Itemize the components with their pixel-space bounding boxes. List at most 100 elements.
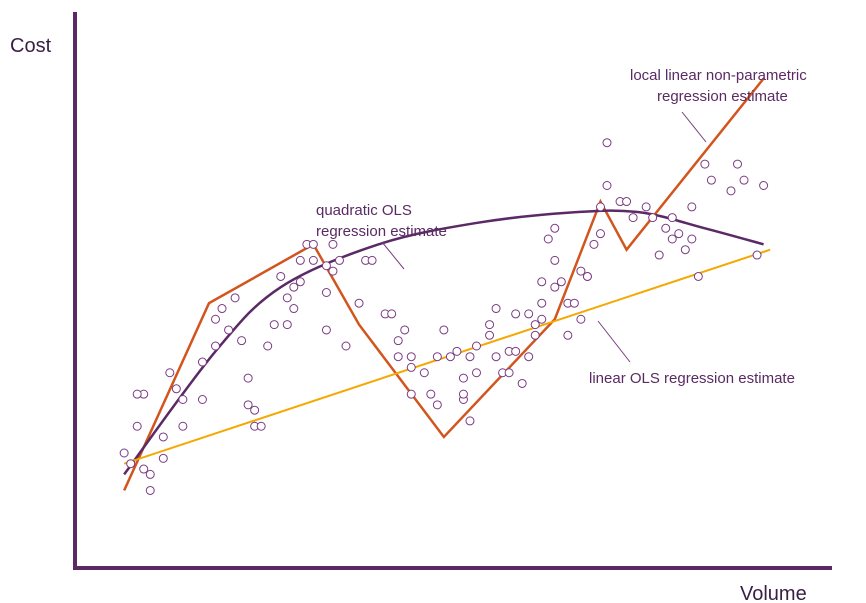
scatter-point xyxy=(530,320,540,330)
scatter-point xyxy=(341,341,351,351)
scatter-point xyxy=(139,464,149,474)
scatter-point xyxy=(537,314,547,324)
series-layer xyxy=(123,77,771,491)
scatter-point xyxy=(491,352,501,362)
scatter-point xyxy=(472,368,481,378)
scatter-point xyxy=(178,421,188,431)
scatter-point xyxy=(132,389,142,399)
scatter-point xyxy=(654,250,664,260)
scatter-point xyxy=(537,298,547,308)
scatter-point xyxy=(550,282,560,292)
annotation-local-linear-pointer xyxy=(681,111,707,143)
scatter-point xyxy=(387,309,397,319)
quadratic-regression-curve xyxy=(123,209,764,476)
scatter-point xyxy=(432,352,442,362)
scatter-point xyxy=(132,421,142,431)
scatter-point xyxy=(367,255,377,265)
local-linear-regression-line xyxy=(123,77,765,491)
scatter-point xyxy=(595,202,605,212)
scatter-point xyxy=(295,255,305,265)
annotation-quadratic-line1: quadratic OLS xyxy=(316,202,412,219)
scatter-point xyxy=(406,389,416,399)
scatter-point xyxy=(452,346,462,356)
scatter-point xyxy=(250,405,260,415)
scatter-point xyxy=(308,239,318,249)
scatter-point xyxy=(119,448,129,458)
scatter-point xyxy=(126,459,136,469)
scatter-point xyxy=(211,341,220,351)
annotation-local-linear-line1: local linear non-parametric xyxy=(630,67,807,84)
scatter-point xyxy=(393,352,403,362)
scatter-point xyxy=(158,432,168,442)
annotations: local linear non-parametric regression e… xyxy=(316,67,807,387)
scatter-point xyxy=(628,213,638,223)
scatter-point xyxy=(550,223,560,233)
scatter-point xyxy=(667,213,677,223)
scatter-point xyxy=(680,245,690,255)
scatter-point xyxy=(524,309,534,319)
scatter-point xyxy=(178,395,188,404)
scatter-point xyxy=(197,357,207,367)
scatter-point xyxy=(445,352,455,362)
scatter-point xyxy=(211,314,220,324)
scatter-point xyxy=(458,373,468,383)
scatter-point xyxy=(465,416,475,426)
scatter-point xyxy=(406,362,416,372)
scatter-point xyxy=(687,202,697,212)
scatter-point xyxy=(641,202,651,212)
scatter-point xyxy=(419,368,429,378)
scatter-point xyxy=(321,325,331,335)
scatter-point xyxy=(400,325,410,335)
scatter-point xyxy=(582,271,592,281)
scatter-point xyxy=(465,352,475,362)
scatter-points xyxy=(119,138,769,495)
scatter-point xyxy=(406,352,416,362)
scatter-point xyxy=(576,266,586,276)
scatter-point xyxy=(243,373,253,383)
scatter-point xyxy=(282,320,292,330)
scatter-point xyxy=(243,400,253,410)
scatter-point xyxy=(602,181,612,190)
scatter-point xyxy=(217,304,227,314)
scatter-point xyxy=(328,266,338,276)
scatter-point xyxy=(328,239,338,249)
annotation-linear-pointer xyxy=(597,320,631,363)
scatter-point xyxy=(687,234,697,244)
annotation-linear: linear OLS regression estimate xyxy=(589,370,795,387)
scatter-point xyxy=(426,389,436,399)
scatter-point xyxy=(602,138,612,148)
annotation-local-linear-line2: regression estimate xyxy=(657,88,788,105)
scatter-point xyxy=(726,186,736,196)
scatter-point xyxy=(145,469,155,479)
scatter-point xyxy=(733,159,742,169)
scatter-point xyxy=(595,229,605,239)
scatter-point xyxy=(517,378,527,388)
scatter-point xyxy=(556,277,566,287)
y-axis-label: Cost xyxy=(10,35,52,57)
scatter-point xyxy=(589,239,599,249)
scatter-point xyxy=(321,261,331,271)
scatter-point xyxy=(667,234,677,244)
scatter-point xyxy=(485,320,495,330)
scatter-point xyxy=(491,304,501,314)
scatter-point xyxy=(276,271,286,281)
scatter-point xyxy=(295,277,305,287)
scatter-point xyxy=(752,250,762,260)
scatter-point xyxy=(674,229,684,239)
scatter-point xyxy=(432,400,442,410)
scatter-point xyxy=(224,325,234,335)
scatter-point xyxy=(472,341,481,351)
scatter-point xyxy=(158,453,168,463)
x-axis-label: Volume xyxy=(740,583,807,603)
scatter-point xyxy=(543,234,553,244)
scatter-point xyxy=(321,288,331,297)
scatter-point xyxy=(563,330,573,340)
scatter-point xyxy=(700,159,710,169)
scatter-point xyxy=(524,352,534,362)
scatter-point xyxy=(622,197,632,207)
scatter-point xyxy=(308,255,318,265)
annotation-quadratic-pointer xyxy=(381,241,405,270)
scatter-point xyxy=(269,320,279,330)
scatter-point xyxy=(289,282,299,292)
scatter-point xyxy=(230,293,240,303)
